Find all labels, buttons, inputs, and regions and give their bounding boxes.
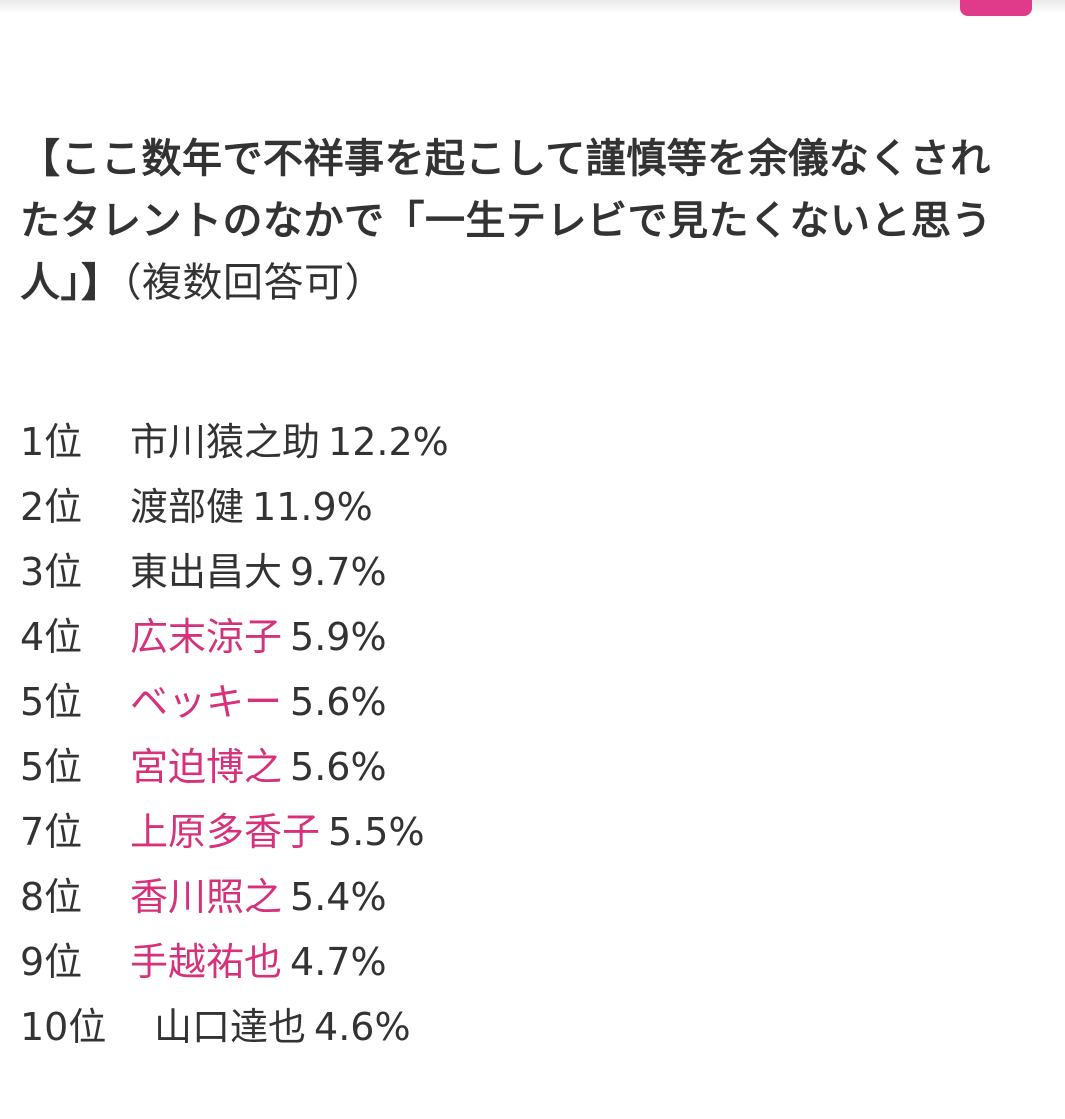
ranking-item: 5位 宮迫博之 5.6% [20,735,449,800]
ranking-item: 4位 広末涼子 5.9% [20,605,449,670]
percent-value: 5.9% [290,615,387,659]
rank-label: 2位 [20,485,83,529]
talent-name-link[interactable]: 香川照之 [130,875,283,919]
talent-name-link[interactable]: 広末涼子 [130,615,283,659]
menu-tab-button[interactable] [960,0,1032,16]
ranking-item: 1位 市川猿之助 12.2% [20,410,449,475]
ranking-item: 7位 上原多香子 5.5% [20,800,449,865]
percent-value: 4.6% [314,1005,411,1049]
survey-title: 【ここ数年で不祥事を起こして謹慎等を余儀なくされたタレントのなかで「一生テレビで… [20,136,992,306]
talent-name-link[interactable]: 上原多香子 [130,810,321,854]
article-body: 【ここ数年で不祥事を起こして謹慎等を余儀なくされたタレントのなかで「一生テレビで… [20,128,1020,314]
talent-name: 市川猿之助 [130,420,321,464]
percent-value: 4.7% [290,940,387,984]
ranking-item: 8位 香川照之 5.4% [20,865,449,930]
talent-name: 渡部健 [130,485,245,529]
rank-label: 3位 [20,550,83,594]
talent-name: 山口達也 [154,1005,307,1049]
rank-label: 10位 [20,1005,107,1049]
percent-value: 9.7% [290,550,387,594]
survey-note: （複数回答可） [121,260,385,306]
rank-label: 8位 [20,875,83,919]
ranking-item: 2位 渡部健 11.9% [20,475,449,540]
rank-label: 1位 [20,420,83,464]
rank-label: 7位 [20,810,83,854]
talent-name-link[interactable]: 手越祐也 [130,940,283,984]
rank-label: 4位 [20,615,83,659]
ranking-item: 9位 手越祐也 4.7% [20,930,449,995]
percent-value: 12.2% [328,420,449,464]
percent-value: 5.4% [290,875,387,919]
rank-label: 9位 [20,940,83,984]
ranking-item: 5位 ベッキー 5.6% [20,670,449,735]
talent-name: 東出昌大 [130,550,283,594]
talent-name-link[interactable]: 宮迫博之 [130,745,283,789]
percent-value: 11.9% [252,485,373,529]
top-bar-shadow [0,0,1065,14]
percent-value: 5.6% [290,680,387,724]
ranking-item: 3位 東出昌大 9.7% [20,540,449,605]
rank-label: 5位 [20,745,83,789]
percent-value: 5.5% [328,810,425,854]
talent-name-link[interactable]: ベッキー [130,680,283,724]
survey-heading: 【ここ数年で不祥事を起こして謹慎等を余儀なくされたタレントのなかで「一生テレビで… [20,128,1020,314]
percent-value: 5.6% [290,745,387,789]
ranking-list: 1位 市川猿之助 12.2% 2位 渡部健 11.9% 3位 東出昌大 9.7% 4位 広末涼… [20,410,449,1060]
ranking-item: 10位 山口達也 4.6% [20,995,449,1060]
rank-label: 5位 [20,680,83,724]
